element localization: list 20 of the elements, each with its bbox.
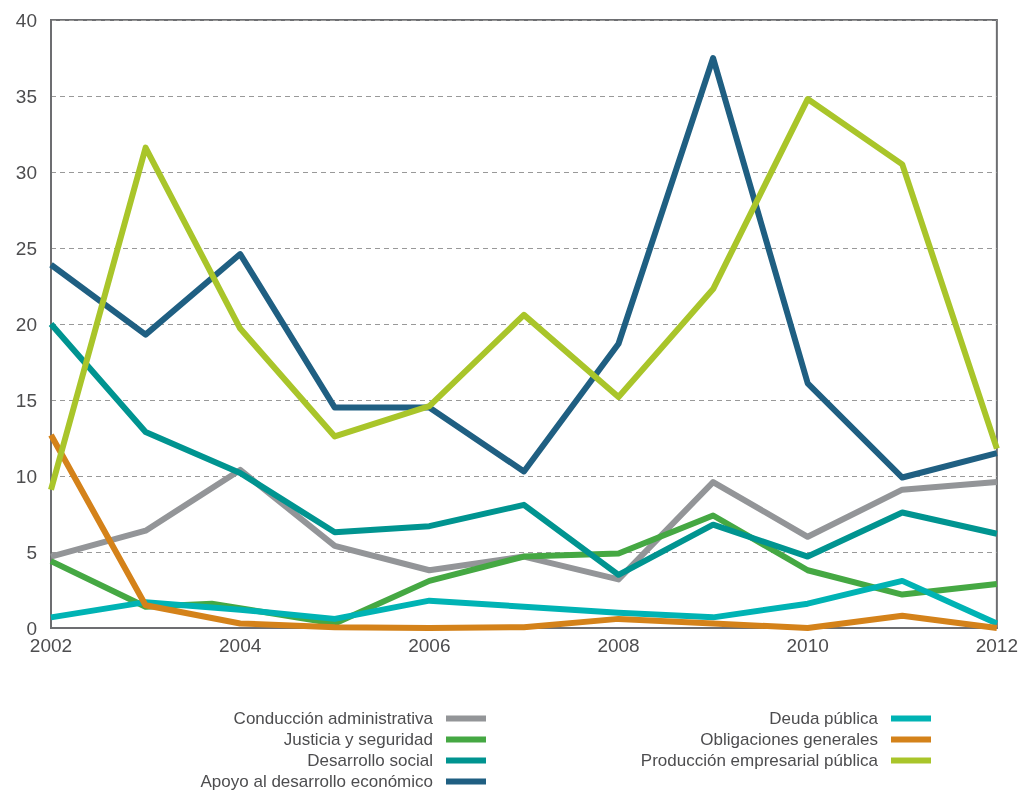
x-tick-label: 2012 bbox=[975, 635, 1019, 656]
y-tick-label: 15 bbox=[15, 389, 37, 411]
y-tick-label: 20 bbox=[15, 313, 37, 335]
y-tick-label: 40 bbox=[15, 9, 37, 31]
x-tick-label: 2008 bbox=[597, 635, 640, 656]
y-tick-label: 5 bbox=[26, 541, 37, 563]
x-tick-label: 2004 bbox=[219, 635, 262, 656]
legend-label: Apoyo al desarrollo económico bbox=[200, 772, 433, 791]
legend-label: Justicia y seguridad bbox=[283, 730, 433, 749]
y-tick-label: 35 bbox=[15, 85, 37, 107]
legend-label: Obligaciones generales bbox=[700, 730, 878, 749]
y-tick-label: 25 bbox=[15, 237, 37, 259]
y-tick-label: 10 bbox=[15, 465, 37, 487]
legend-label: Desarrollo social bbox=[307, 751, 433, 770]
legend-label: Producción empresarial pública bbox=[640, 751, 879, 770]
x-tick-label: 2006 bbox=[408, 635, 451, 656]
legend-label: Deuda pública bbox=[769, 709, 879, 728]
y-tick-label: 30 bbox=[15, 161, 37, 183]
legend-label: Conducción administrativa bbox=[233, 709, 434, 728]
x-tick-label: 2010 bbox=[786, 635, 829, 656]
